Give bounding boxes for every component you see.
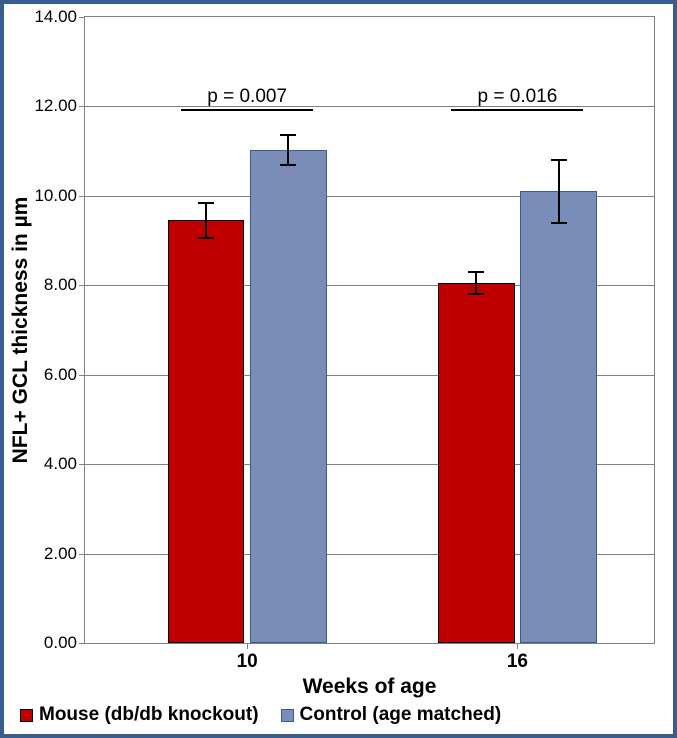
y-axis-title: NFL+ GCL thickness in µm: [9, 197, 33, 464]
p-value-bracket: [181, 109, 313, 111]
error-bar-cap: [468, 293, 484, 295]
y-tick-label: 0.00: [44, 633, 85, 653]
legend: Mouse (db/db knockout) Control (age match…: [8, 700, 669, 730]
y-tick-label: 12.00: [34, 96, 85, 116]
gridline: [85, 106, 654, 107]
error-bar: [558, 160, 560, 223]
error-bar-cap: [551, 159, 567, 161]
legend-label: Mouse (db/db knockout): [39, 704, 259, 726]
p-value-label: p = 0.007: [207, 86, 287, 108]
y-tick-label: 14.00: [34, 7, 85, 27]
error-bar-cap: [198, 237, 214, 239]
y-tick-label: 2.00: [44, 544, 85, 564]
plot-area: NFL+ GCL thickness in µm Weeks of age 0.…: [84, 16, 655, 644]
p-value-label: p = 0.016: [478, 86, 558, 108]
y-tick-label: 4.00: [44, 454, 85, 474]
figure-container: NFL+ GCL thickness in µm Weeks of age 0.…: [0, 0, 677, 738]
bar-mouse: [438, 283, 515, 643]
error-bar-cap: [280, 164, 296, 166]
error-bar-cap: [551, 222, 567, 224]
bar-mouse: [168, 220, 245, 643]
x-tick-label: 16: [507, 643, 528, 673]
legend-item: Mouse (db/db knockout): [20, 704, 259, 726]
bar-control: [520, 191, 597, 643]
error-bar-cap: [280, 134, 296, 136]
legend-item: Control (age matched): [281, 704, 502, 726]
x-axis-title: Weeks of age: [85, 643, 654, 699]
y-tick-label: 6.00: [44, 365, 85, 385]
legend-swatch: [20, 709, 33, 722]
p-value-bracket: [451, 109, 583, 111]
y-tick-label: 10.00: [34, 186, 85, 206]
error-bar-cap: [468, 271, 484, 273]
error-bar-cap: [198, 202, 214, 204]
error-bar: [475, 272, 477, 294]
legend-label: Control (age matched): [300, 704, 502, 726]
error-bar: [287, 135, 289, 165]
error-bar: [205, 203, 207, 239]
legend-swatch: [281, 709, 294, 722]
y-tick-label: 8.00: [44, 275, 85, 295]
bar-control: [250, 150, 327, 643]
x-tick-label: 10: [237, 643, 258, 673]
